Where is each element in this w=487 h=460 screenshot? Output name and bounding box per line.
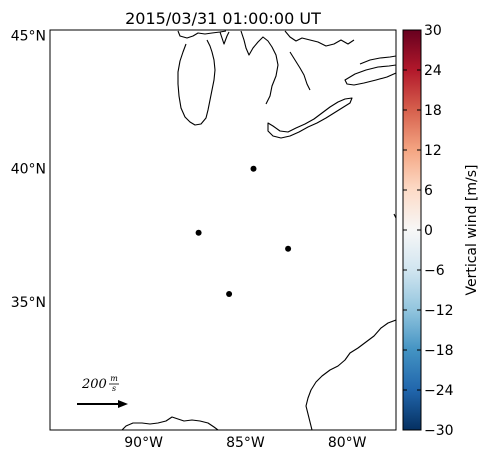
reference-arrow: 200 m s	[77, 374, 128, 408]
colorbar-tick-label: −24	[424, 383, 454, 399]
reference-arrow-value: 200	[81, 377, 107, 392]
lake-ontario-shoreline	[344, 64, 396, 86]
reference-arrow-unit-denominator: s	[112, 384, 116, 393]
colorbar-tick-label: −18	[424, 343, 454, 359]
map-title: 2015/03/31 01:00:00 UT	[125, 9, 321, 28]
station-marker	[195, 229, 202, 236]
colorbar: 30 24 18 12 6 0 −6 −12 −18 −24 −30 Vertical wind […	[402, 23, 480, 439]
longitude-labels: 90°W 85°W 80°W	[124, 435, 366, 451]
map-frame: 200 m s	[49, 29, 397, 431]
colorbar-tick-label: −6	[424, 263, 445, 279]
colorbar-ticks: 30 24 18 12 6 0 −6 −12 −18 −24 −30	[403, 23, 454, 439]
map-plot-area	[49, 29, 397, 431]
lake-michigan-east-shore	[219, 31, 230, 45]
colorbar-tick-label: −12	[424, 303, 454, 319]
latitude-labels: 45°N 40°N 35°N	[11, 28, 46, 311]
lake-michigan-shoreline	[177, 39, 216, 126]
latitude-label: 35°N	[11, 295, 46, 311]
lake-superior-shore	[177, 30, 227, 39]
chesapeake-edge	[393, 213, 396, 219]
station-marker	[285, 245, 292, 252]
longitude-label: 90°W	[124, 435, 163, 451]
station-marker	[226, 291, 233, 297]
coastlines	[121, 30, 396, 430]
colorbar-tick-label: −30	[424, 423, 454, 439]
longitude-label: 80°W	[328, 435, 367, 451]
latitude-label: 40°N	[11, 162, 46, 178]
lake-huron-east-shore	[289, 51, 311, 91]
colorbar-tick-label: 24	[424, 63, 442, 79]
colorbar-tick-label: 30	[424, 23, 442, 39]
station-marker	[250, 165, 257, 172]
reference-arrow-head	[118, 400, 128, 408]
michigan-thumb-shore	[240, 30, 279, 105]
colorbar-tick-label: 0	[424, 223, 433, 239]
gulf-coastline	[121, 416, 219, 430]
weather-stations	[195, 165, 292, 297]
st-lawrence-shore	[359, 55, 396, 65]
latitude-label: 45°N	[11, 28, 46, 44]
colorbar-tick-label: 12	[424, 143, 442, 159]
colorbar-tick-label: 18	[424, 103, 442, 119]
colorbar-label: Vertical wind [m/s]	[464, 165, 480, 296]
lake-erie-shoreline	[267, 97, 353, 139]
reference-arrow-unit-numerator: m	[110, 374, 118, 383]
longitude-label: 85°W	[226, 435, 265, 451]
georgian-bay-shore	[284, 30, 355, 47]
colorbar-tick-label: 6	[424, 183, 433, 199]
atlantic-coastline	[305, 319, 396, 430]
